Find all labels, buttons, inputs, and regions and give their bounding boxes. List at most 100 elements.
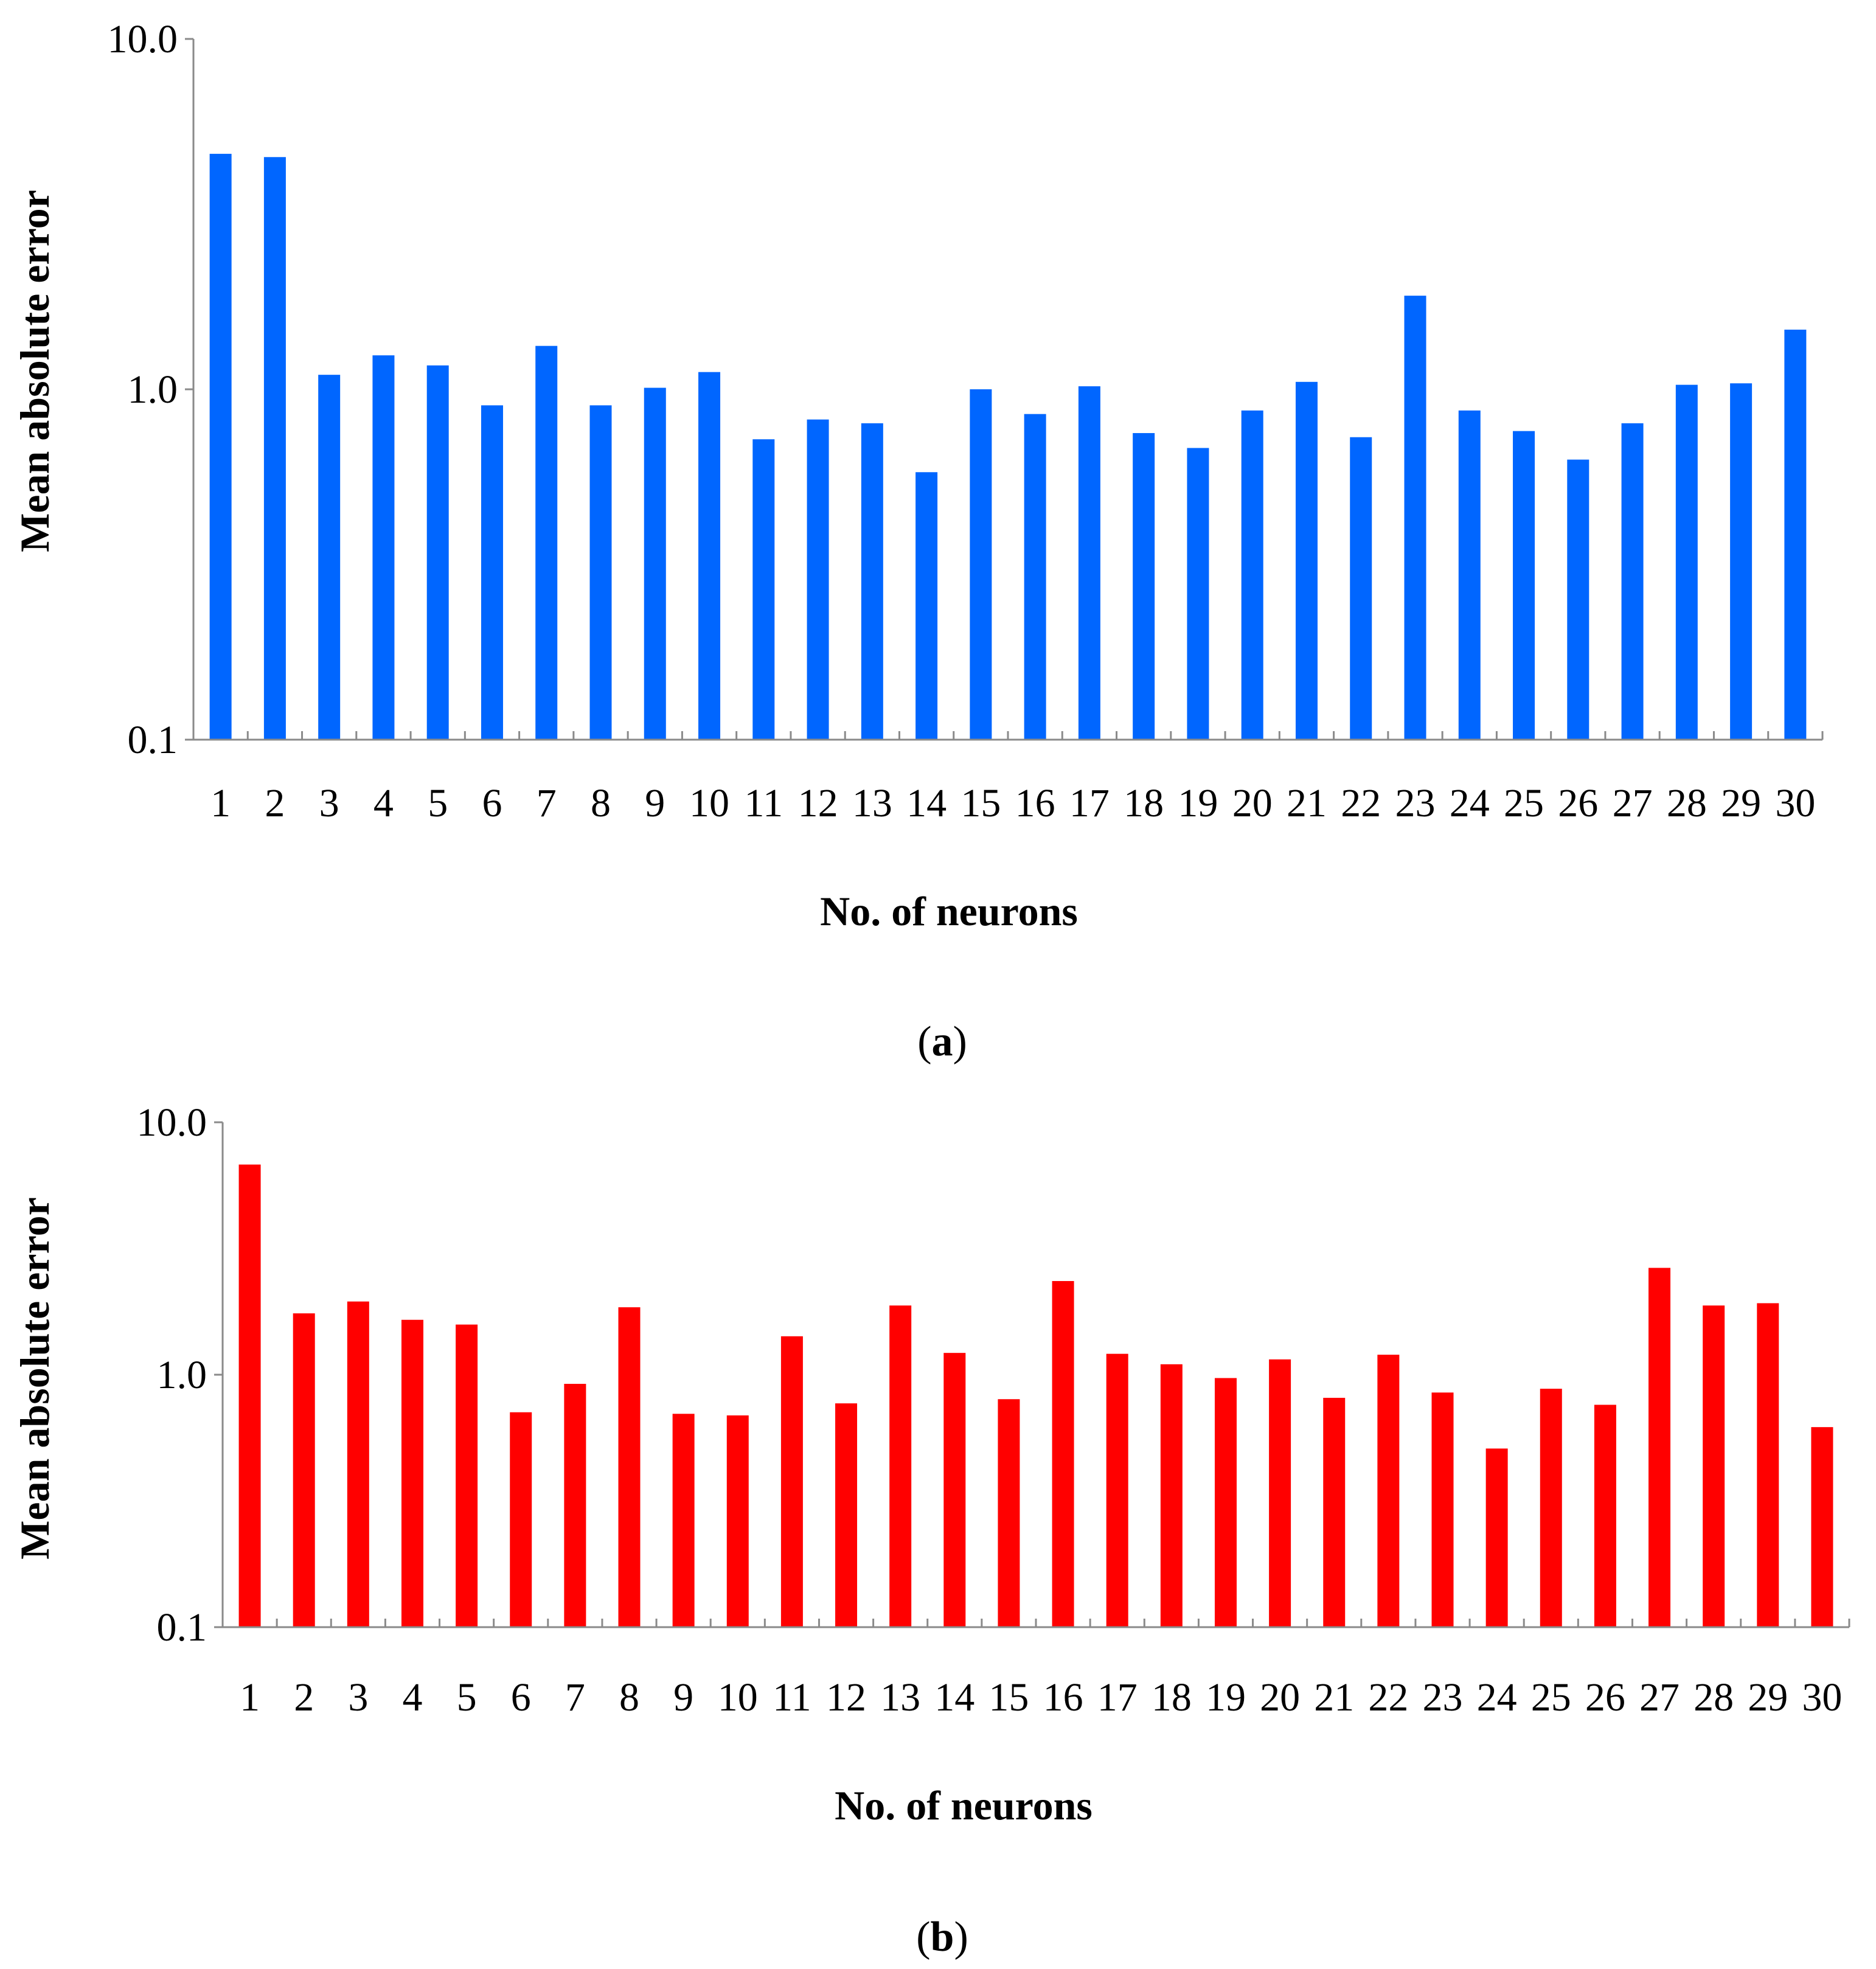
bar — [1323, 1397, 1346, 1627]
bar — [618, 1307, 641, 1627]
bar — [510, 1412, 532, 1627]
bar — [644, 387, 666, 740]
bar — [726, 1415, 749, 1627]
bar — [780, 1336, 803, 1627]
caption-letter-b: b — [931, 1914, 954, 1960]
bar — [1621, 423, 1644, 740]
y-axis-title-b: Mean absolute error — [12, 1197, 58, 1560]
bar — [481, 405, 503, 740]
x-tick-label: 23 — [1423, 1675, 1463, 1720]
x-tick-label: 10 — [718, 1675, 758, 1720]
x-tick-label: 19 — [1178, 781, 1218, 825]
x-tick-labels-a: 1 2 3 4 5 6 7 8 9 10 11 12 13 14 15 16 17 18 19 20 21 22 23 24 2… — [210, 781, 1815, 825]
x-tick-label: 24 — [1477, 1675, 1517, 1720]
x-tick-label: 30 — [1802, 1675, 1842, 1720]
x-tick-label: 13 — [852, 781, 892, 825]
bar — [943, 1353, 966, 1627]
x-tick-label: 10 — [689, 781, 729, 825]
bars-b — [238, 1164, 1833, 1627]
chart-panel-b: 0.11.010.0 1 2 3 4 5 6 7 8 9 10 11 12 13 14 15 16 17 18 19… — [12, 1100, 1850, 1960]
x-tick-label: 20 — [1232, 781, 1273, 825]
x-tick-label: 22 — [1341, 781, 1381, 825]
bar — [1214, 1378, 1237, 1627]
x-tick-label: 8 — [591, 781, 611, 825]
bar — [835, 1403, 858, 1627]
bar — [1024, 414, 1046, 740]
x-tick-label: 3 — [348, 1675, 368, 1720]
x-tick-label: 29 — [1721, 781, 1761, 825]
bar — [1594, 1405, 1616, 1627]
bar — [1404, 296, 1426, 740]
bar — [1757, 1303, 1779, 1627]
bar — [426, 365, 449, 740]
x-tick-label: 19 — [1206, 1675, 1246, 1720]
y-tick-label: 0.1 — [128, 718, 178, 762]
x-tick-label: 27 — [1613, 781, 1653, 825]
bar — [535, 346, 558, 740]
x-tick-label: 22 — [1368, 1675, 1408, 1720]
x-tick-marks-b — [214, 1121, 1850, 1628]
y-axis-title-a: Mean absolute error — [12, 190, 58, 552]
bar — [1295, 381, 1318, 740]
x-tick-label: 1 — [240, 1675, 260, 1720]
x-tick-label: 24 — [1450, 781, 1490, 825]
x-tick-labels-b: 1 2 3 4 5 6 7 8 9 10 11 12 13 14 15 16 17 18 19 20 21 22 23 24 2… — [240, 1675, 1842, 1720]
x-tick-label: 28 — [1694, 1675, 1734, 1720]
y-tick-label: 10.0 — [108, 17, 178, 61]
x-tick-label: 25 — [1504, 781, 1544, 825]
bar — [1540, 1389, 1562, 1627]
x-axis-title-a: No. of neurons — [820, 888, 1078, 934]
x-tick-label: 14 — [934, 1675, 974, 1720]
x-tick-label: 14 — [906, 781, 947, 825]
y-tick-label: 10.0 — [137, 1100, 207, 1145]
bar — [1730, 383, 1753, 740]
bar — [1485, 1448, 1508, 1627]
x-tick-label: 1 — [210, 781, 231, 825]
x-tick-label: 9 — [645, 781, 665, 825]
caption-a: (a) — [917, 1018, 967, 1065]
x-tick-label: 7 — [537, 781, 557, 825]
x-tick-label: 28 — [1667, 781, 1707, 825]
bar — [1241, 410, 1263, 740]
bar — [1052, 1281, 1074, 1627]
x-tick-label: 15 — [988, 1675, 1029, 1720]
x-tick-marks-a — [185, 38, 1824, 741]
y-tick-label: 1.0 — [128, 367, 178, 412]
y-tick-label: 0.1 — [157, 1605, 207, 1650]
bars-a — [209, 153, 1807, 740]
bar — [1187, 448, 1209, 740]
bar — [318, 375, 341, 740]
caption-b: (b) — [916, 1914, 968, 1960]
bar — [970, 389, 992, 740]
x-tick-label: 11 — [773, 1675, 811, 1720]
y-tick-labels-b: 0.1 1.0 10.0 — [137, 1100, 207, 1650]
x-tick-label: 11 — [745, 781, 783, 825]
bar — [698, 372, 721, 740]
x-tick-label: 27 — [1639, 1675, 1680, 1720]
x-tick-label: 20 — [1260, 1675, 1300, 1720]
x-tick-label: 25 — [1531, 1675, 1571, 1720]
x-tick-label: 26 — [1585, 1675, 1625, 1720]
y-tick-label: 1.0 — [157, 1353, 207, 1397]
bar — [1106, 1353, 1128, 1627]
x-tick-label: 16 — [1015, 781, 1055, 825]
x-tick-label: 18 — [1152, 1675, 1192, 1720]
bar — [1350, 437, 1372, 740]
x-tick-label: 7 — [565, 1675, 585, 1720]
x-tick-label: 26 — [1558, 781, 1598, 825]
x-tick-label: 4 — [373, 781, 394, 825]
x-tick-label: 17 — [1069, 781, 1110, 825]
bar — [1648, 1268, 1671, 1627]
x-tick-label: 21 — [1287, 781, 1327, 825]
bar — [209, 153, 232, 740]
x-tick-label: 16 — [1043, 1675, 1083, 1720]
bar — [1377, 1355, 1400, 1627]
bar — [1513, 431, 1535, 740]
bar — [1160, 1364, 1183, 1627]
x-tick-label: 8 — [619, 1675, 639, 1720]
x-tick-label: 3 — [319, 781, 339, 825]
x-tick-label: 15 — [961, 781, 1001, 825]
bar — [372, 355, 395, 740]
x-tick-label: 5 — [457, 1675, 477, 1720]
bar — [1458, 410, 1481, 740]
